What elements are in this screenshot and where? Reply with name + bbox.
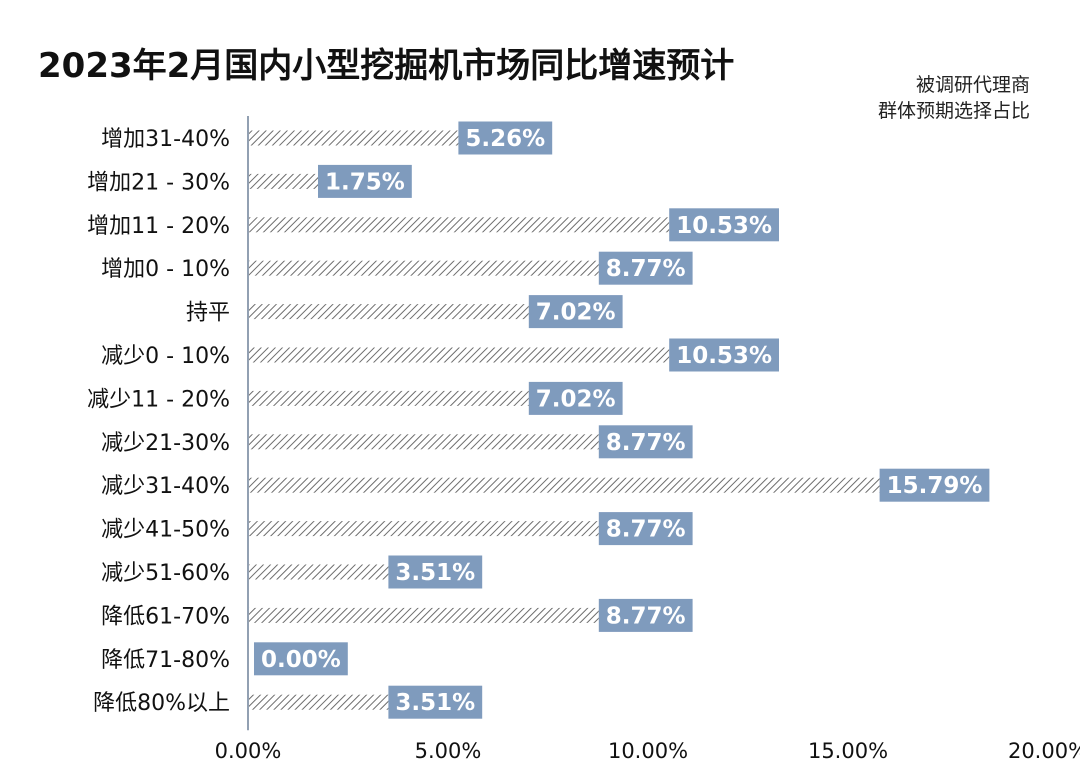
data-label-box [669, 208, 779, 242]
data-label: 8.77% [606, 603, 686, 629]
data-label-box [458, 121, 553, 155]
data-label-box [528, 381, 623, 415]
category-label: 减少21-30% [101, 431, 230, 456]
category-label: 降低71-80% [101, 648, 230, 673]
x-tick-label: 10.00% [608, 739, 688, 763]
category-label: 降低61-70% [101, 604, 230, 629]
data-label-box [318, 164, 412, 198]
data-label: 8.77% [606, 517, 686, 543]
category-label: 减少51-60% [101, 561, 230, 586]
data-label-box [879, 468, 990, 502]
bar [249, 694, 389, 710]
data-label: 7.02% [536, 386, 616, 412]
bar [249, 434, 599, 450]
data-label: 7.02% [536, 300, 616, 326]
x-tick-label: 15.00% [808, 739, 888, 763]
data-label: 10.53% [676, 343, 772, 369]
bar [249, 217, 670, 233]
bar [249, 564, 389, 580]
data-label-box [528, 295, 623, 329]
bar [249, 390, 529, 406]
category-label: 减少31-40% [101, 474, 230, 499]
plot-area: 增加31-40% 5.26% 增加21 - 30% 1.75% 增加11 - 20% 10… [87, 116, 1080, 763]
category-label: 减少0 - 10% [101, 344, 230, 369]
bar [249, 260, 599, 276]
data-label: 15.79% [887, 473, 983, 499]
category-label: 减少11 - 20% [87, 387, 230, 412]
chart-note-line-2: 群体预期选择占比 [877, 100, 1030, 122]
category-label: 增加11 - 20% [87, 214, 230, 239]
data-label-box [388, 555, 483, 589]
data-label-box [598, 512, 693, 546]
data-label-box [598, 251, 693, 285]
x-tick-label: 5.00% [415, 739, 482, 763]
data-label: 3.51% [395, 690, 475, 716]
chart-note: 被调研代理商 群体预期选择占比 [878, 72, 1030, 124]
chart-note-line-1: 被调研代理商 [915, 74, 1030, 96]
data-label-box [598, 425, 693, 459]
bar [249, 477, 880, 493]
category-label: 持平 [186, 301, 230, 326]
bar [249, 173, 318, 189]
data-label: 1.75% [325, 169, 405, 195]
data-label: 8.77% [606, 430, 686, 456]
data-label: 3.51% [395, 560, 475, 586]
data-label: 8.77% [606, 256, 686, 282]
data-label-box [669, 338, 779, 372]
bar [249, 607, 599, 623]
bar [249, 304, 529, 320]
data-label: 10.53% [676, 213, 772, 239]
data-label-box [254, 642, 348, 676]
data-label: 5.26% [465, 126, 545, 152]
x-tick-label: 0.00% [215, 739, 282, 763]
bar [249, 347, 670, 363]
bar [249, 521, 599, 537]
data-label: 0.00% [261, 647, 341, 673]
category-label: 增加31-40% [101, 127, 230, 152]
data-label-box [388, 685, 483, 719]
data-label-box [598, 598, 693, 632]
category-label: 降低80%以上 [93, 691, 230, 716]
x-tick-label: 20.00% [1008, 739, 1080, 763]
category-label: 增加21 - 30% [87, 170, 230, 195]
bar [249, 130, 459, 146]
category-label: 增加0 - 10% [101, 257, 230, 282]
category-label: 减少41-50% [101, 518, 230, 543]
chart-title: 2023年2月国内小型挖掘机市场同比增速预计 [38, 46, 735, 86]
